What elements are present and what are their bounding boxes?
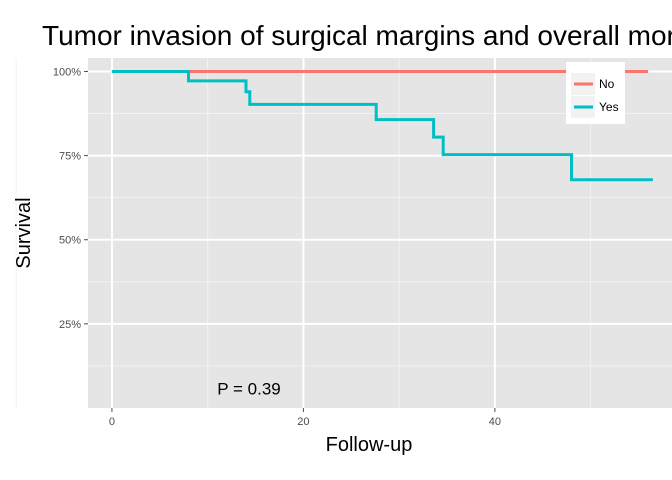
legend-label-no: No xyxy=(599,77,615,91)
y-tick-label: 50% xyxy=(59,235,81,247)
x-tick-label: 20 xyxy=(297,416,309,428)
series-lines xyxy=(111,70,653,182)
y-tick-label: 25% xyxy=(59,319,81,331)
series-line-yes xyxy=(111,70,653,182)
legend-label-yes: Yes xyxy=(599,100,619,114)
y-tick-label: 100% xyxy=(53,66,81,78)
p-value-annotation: P = 0.39 xyxy=(217,380,281,399)
x-tick-label: 40 xyxy=(489,416,501,428)
y-axis-title: Survival xyxy=(13,197,35,268)
x-axis-title: Follow-up xyxy=(326,434,413,456)
y-axis-ticks: 25% 50% 75% 100% xyxy=(53,66,88,331)
x-tick-label: 0 xyxy=(109,416,115,428)
legend: No Yes xyxy=(566,62,625,124)
chart-title: Tumor invasion of surgical margins and o… xyxy=(42,20,672,51)
y-tick-label: 75% xyxy=(59,151,81,163)
x-axis-ticks: 0 20 40 xyxy=(109,408,501,428)
